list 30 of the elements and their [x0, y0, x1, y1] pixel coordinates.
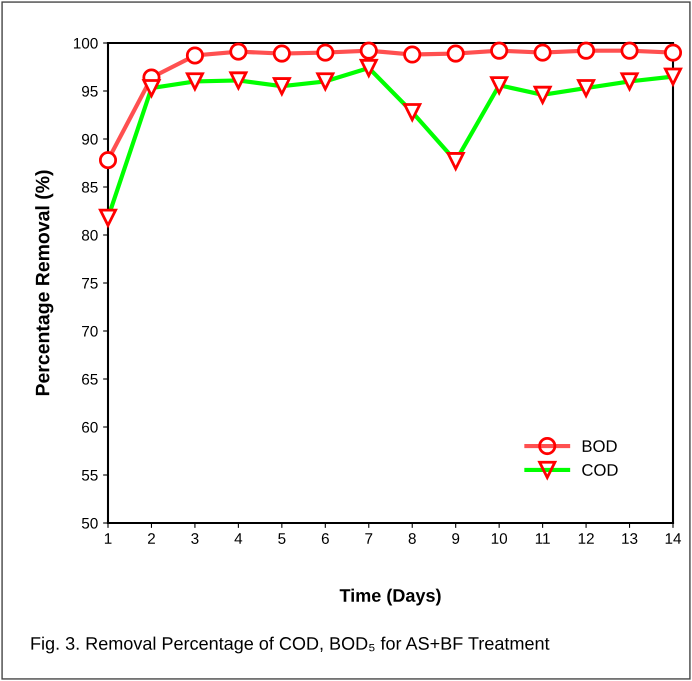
caption: Fig. 3. Removal Percentage of COD, BOD₅ for AS+BF Treatment	[31, 636, 550, 654]
y-tick-label: 100	[74, 38, 98, 49]
y-tick-label: 65	[82, 374, 98, 385]
x-axis-title: Time (Days)	[340, 588, 441, 606]
x-tick-label: 12	[578, 533, 594, 544]
x-tick-label: 13	[622, 533, 638, 544]
x-tick-label: 11	[536, 533, 550, 544]
legend-label: BOD	[582, 440, 617, 452]
y-tick-label: 50	[82, 518, 98, 529]
y-tick-label: 90	[82, 134, 98, 145]
x-tick-label: 1	[104, 533, 112, 544]
x-tick-label: 8	[408, 533, 416, 544]
y-tick-label: 95	[82, 86, 98, 97]
x-tick-label: 6	[322, 533, 329, 544]
x-tick-label: 14	[666, 533, 682, 544]
y-tick-label: 70	[82, 326, 98, 337]
y-tick-label: 80	[82, 230, 98, 241]
x-tick-label: 10	[492, 533, 508, 544]
x-tick-label: 7	[365, 533, 372, 544]
legend-label: COD	[582, 464, 618, 476]
x-tick-label: 4	[234, 533, 242, 544]
y-tick-label: 60	[82, 422, 98, 433]
y-tick-label: 55	[82, 470, 98, 481]
y-tick-label: 75	[82, 278, 98, 289]
x-tick-label: 3	[191, 533, 198, 544]
y-axis-title: Percentage Removal (%)	[35, 170, 54, 396]
x-tick-label: 9	[452, 533, 460, 544]
x-tick-label: 5	[278, 533, 286, 544]
y-tick-label: 85	[82, 182, 98, 193]
x-tick-label: 2	[148, 533, 155, 544]
